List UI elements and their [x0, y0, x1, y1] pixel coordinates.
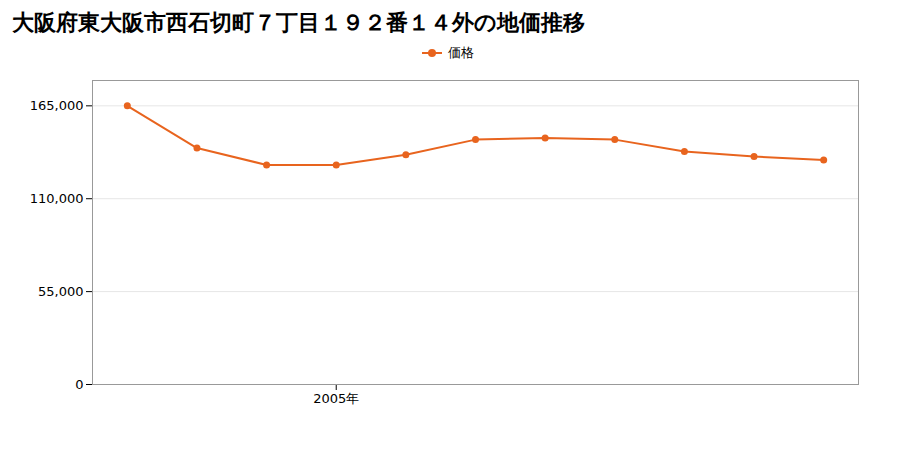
svg-text:0: 0 — [75, 377, 83, 392]
svg-text:110,000: 110,000 — [30, 191, 84, 206]
svg-text:2005年: 2005年 — [313, 391, 359, 406]
html-text:価格: 価格 — [447, 45, 474, 60]
html-text:大阪府東大阪市西石切町７丁目１９２番１４外の地価推移: 大阪府東大阪市西石切町７丁目１９２番１４外の地価推移 — [12, 10, 585, 35]
svg-text:55,000: 55,000 — [38, 284, 84, 299]
svg-text:165,000: 165,000 — [30, 98, 84, 113]
